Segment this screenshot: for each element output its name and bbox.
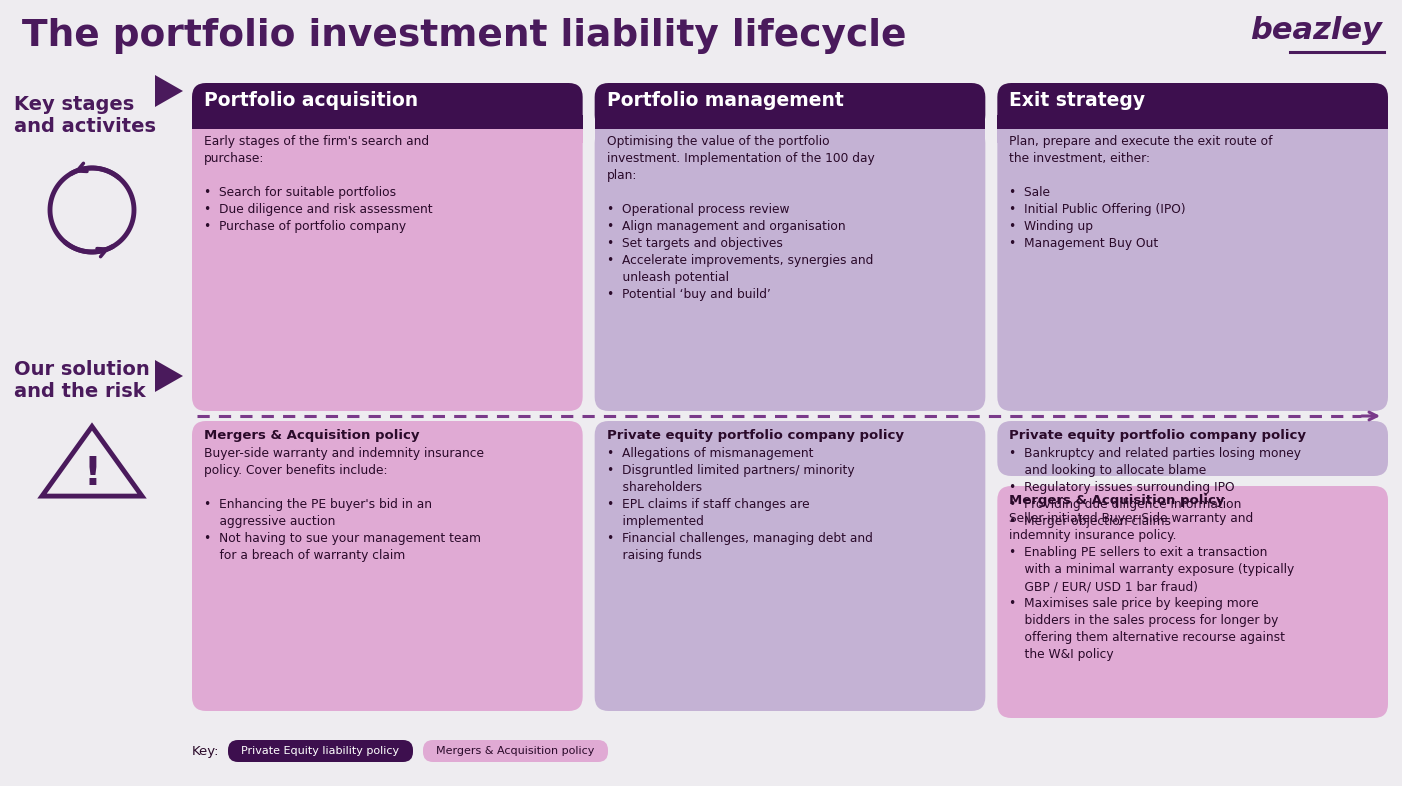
Text: •  Allegations of mismanagement
•  Disgruntled limited partners/ minority
    sh: • Allegations of mismanagement • Disgrun… [607, 447, 872, 562]
Text: •  Bankruptcy and related parties losing money
    and looking to allocate blame: • Bankruptcy and related parties losing … [1009, 447, 1301, 528]
Text: Seller-initiated Buyer-Side warranty and
indemnity insurance policy.
•  Enabling: Seller-initiated Buyer-Side warranty and… [1009, 512, 1294, 661]
FancyBboxPatch shape [423, 740, 608, 762]
Text: Portfolio management: Portfolio management [607, 91, 844, 110]
Text: Private equity portfolio company policy: Private equity portfolio company policy [607, 429, 904, 442]
Polygon shape [156, 75, 184, 107]
Text: Portfolio acquisition: Portfolio acquisition [205, 91, 418, 110]
Polygon shape [156, 360, 184, 392]
FancyBboxPatch shape [997, 486, 1388, 718]
Text: Mergers & Acquisition policy: Mergers & Acquisition policy [436, 746, 594, 756]
Text: Key:: Key: [192, 744, 220, 758]
Text: Buyer-side warranty and indemnity insurance
policy. Cover benefits include:

•  : Buyer-side warranty and indemnity insura… [205, 447, 484, 562]
Text: Private equity portfolio company policy: Private equity portfolio company policy [1009, 429, 1307, 442]
Text: Private Equity liability policy: Private Equity liability policy [241, 746, 400, 756]
FancyBboxPatch shape [997, 129, 1388, 411]
Text: Early stages of the firm's search and
purchase:

•  Search for suitable portfoli: Early stages of the firm's search and pu… [205, 135, 433, 233]
FancyBboxPatch shape [594, 421, 986, 711]
Text: Optimising the value of the portfolio
investment. Implementation of the 100 day
: Optimising the value of the portfolio in… [607, 135, 875, 301]
Text: !: ! [83, 455, 101, 494]
Bar [594, 115, 986, 129]
Bar [997, 129, 1388, 143]
Text: Mergers & Acquisition policy: Mergers & Acquisition policy [205, 429, 419, 442]
FancyBboxPatch shape [192, 83, 583, 129]
FancyBboxPatch shape [192, 421, 583, 711]
Text: beazley: beazley [1251, 16, 1382, 45]
Text: Mergers & Acquisition policy: Mergers & Acquisition policy [1009, 494, 1225, 507]
FancyBboxPatch shape [594, 129, 986, 411]
Text: Plan, prepare and execute the exit route of
the investment, either:

•  Sale
•  : Plan, prepare and execute the exit route… [1009, 135, 1273, 250]
Bar [594, 129, 986, 143]
Bar [192, 115, 583, 129]
Text: The portfolio investment liability lifecycle: The portfolio investment liability lifec… [22, 18, 907, 54]
FancyBboxPatch shape [594, 83, 986, 129]
Text: Our solution
and the risk: Our solution and the risk [14, 360, 150, 401]
FancyBboxPatch shape [997, 83, 1388, 129]
Bar [997, 115, 1388, 129]
Bar [192, 129, 583, 143]
Text: Key stages
and activites: Key stages and activites [14, 95, 156, 136]
FancyBboxPatch shape [192, 129, 583, 411]
Text: Exit strategy: Exit strategy [1009, 91, 1145, 110]
FancyBboxPatch shape [229, 740, 414, 762]
FancyBboxPatch shape [997, 421, 1388, 476]
